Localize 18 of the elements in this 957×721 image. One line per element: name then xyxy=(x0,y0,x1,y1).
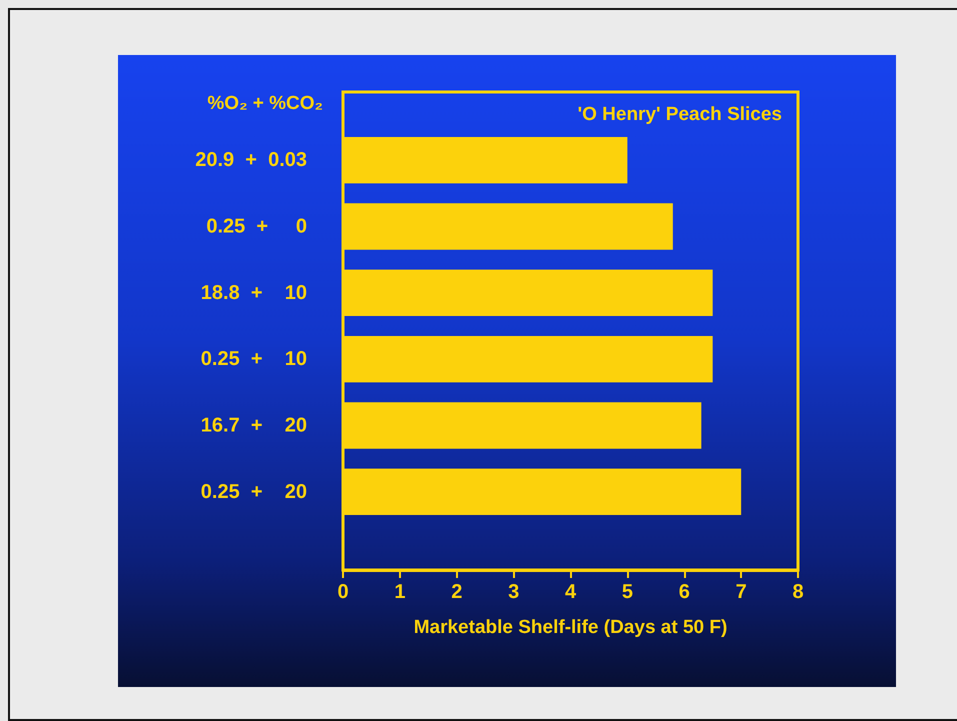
y-tick-label: 18.8 + 10 xyxy=(200,282,307,304)
y-tick-label: 0.25 + 10 xyxy=(200,348,307,370)
x-tick-label: 1 xyxy=(394,581,406,603)
x-tick-label: 6 xyxy=(678,581,690,603)
y-axis-title: %O₂ + %CO₂ xyxy=(207,93,323,114)
x-tick-label: 3 xyxy=(508,581,520,603)
y-tick-label: 0.25 + 20 xyxy=(200,480,307,503)
x-tick-label: 5 xyxy=(622,581,633,603)
y-tick-label: 0.25 + 0 xyxy=(206,216,307,238)
x-tick-label: 2 xyxy=(451,581,462,603)
x-tick-label: 7 xyxy=(736,581,747,603)
y-tick-label: 16.7 + 20 xyxy=(200,414,307,436)
x-tick-label: 0 xyxy=(337,581,349,603)
text: 'O Henry' Peach Slices xyxy=(578,104,782,125)
x-axis-title: Marketable Shelf-life (Days at 50 F) xyxy=(414,617,728,638)
x-tick-label: 4 xyxy=(564,581,577,603)
y-tick-label: 20.9 + 0.03 xyxy=(195,149,307,172)
x-tick-label: 8 xyxy=(792,581,804,603)
